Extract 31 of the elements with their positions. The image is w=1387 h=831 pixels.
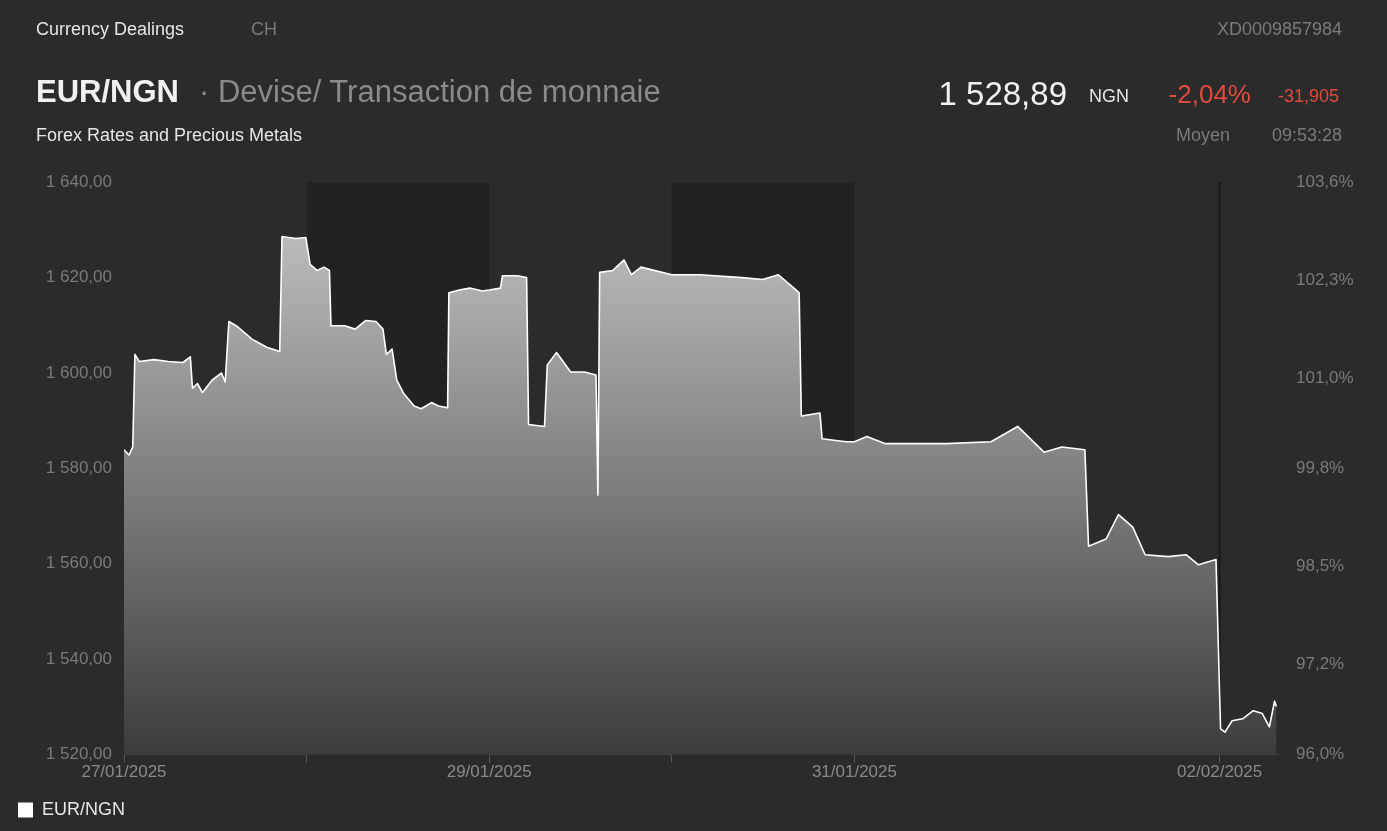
y-tick-label: 1 540,00 [45,648,112,668]
y2-tick-label: 101,0% [1296,367,1354,387]
x-tick-label: 29/01/2025 [446,762,532,782]
y2-tick-label: 102,3% [1296,269,1354,289]
text: XD0009857984 [1216,19,1342,40]
text: 09:53:28 [1271,125,1342,146]
legend-label: EUR/NGN [42,798,126,819]
text: CH [251,19,277,40]
y-tick-label: 1 560,00 [45,553,112,573]
y-tick-label: 1 580,00 [45,458,112,478]
y2-tick-label: 98,5% [1296,556,1345,575]
y2-tick-label: 103,6% [1296,171,1354,191]
x-tick-label: 02/02/2025 [1177,762,1263,782]
y2-tick-label: 97,2% [1296,653,1345,673]
text: -31,905 [1277,86,1339,107]
chart-subtitle: · Devise/ Transaction de monnaie [198,74,661,110]
y-tick-label: 1 620,00 [45,267,112,287]
text: Currency Dealings [36,19,185,40]
chart-title: EUR/NGN [36,74,179,110]
text: Forex Rates and Precious Metals [36,125,303,146]
text: NGN [1089,86,1129,107]
text: -2,04% [1168,79,1251,109]
x-tick-label: 31/01/2025 [811,762,897,782]
x-tick-label: 27/01/2025 [81,762,167,782]
y-tick-label: 1 520,00 [45,744,112,764]
y-tick-label: 1 640,00 [45,171,112,191]
y-tick-label: 1 600,00 [45,362,112,382]
text: 1 528,89 [938,75,1067,113]
y2-tick-label: 96,0% [1296,744,1345,764]
text: Moyen [1175,125,1230,146]
y2-tick-label: 99,8% [1296,458,1345,478]
